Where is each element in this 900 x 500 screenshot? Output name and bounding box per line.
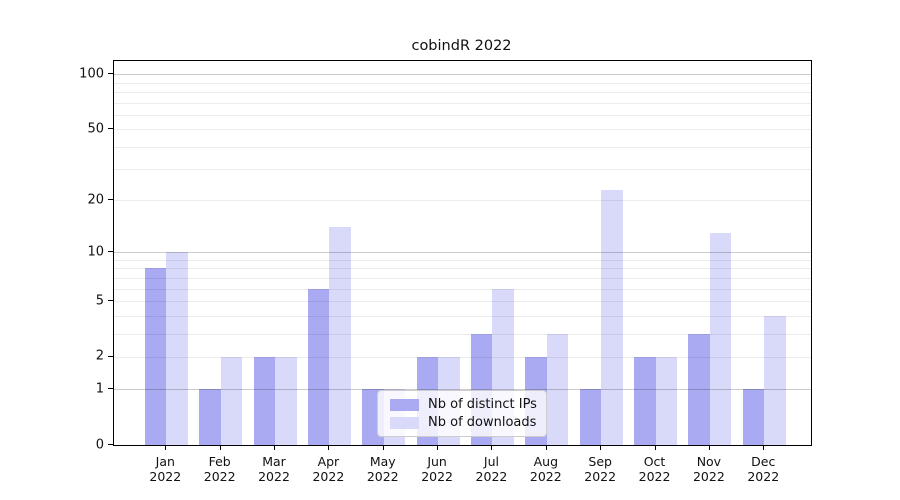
x-tick-label-dec: Dec 2022 (747, 454, 780, 484)
gridline-70 (114, 102, 811, 104)
bar-distinct-ips-oct (634, 356, 656, 445)
x-tick-mark-aug (545, 445, 547, 450)
x-tick-label-jun: Jun 2022 (421, 454, 453, 484)
bar-downloads-apr (329, 227, 351, 445)
bar-downloads-feb (220, 356, 243, 445)
gridline-7 (114, 277, 811, 279)
gridline-10 (114, 252, 811, 254)
x-tick-mark-apr (328, 445, 330, 450)
legend-swatch-distinct-ips (390, 398, 419, 411)
gridline-40 (114, 146, 811, 148)
x-tick-label-feb: Feb 2022 (203, 454, 236, 484)
bar-distinct-ips-jan (144, 268, 167, 445)
gridline-6 (114, 288, 811, 290)
y-tick-mark-2 (108, 355, 113, 357)
legend-item-downloads: Nb of downloads (378, 415, 546, 430)
gridline-5 (114, 301, 811, 303)
x-tick-label-oct: Oct 2022 (638, 454, 671, 484)
legend-swatch-downloads (390, 416, 419, 429)
x-tick-mark-may (382, 445, 384, 450)
plot-area (113, 60, 812, 446)
legend-label-distinct-ips: Nb of distinct IPs (428, 397, 537, 412)
chart-title: cobindR 2022 (411, 38, 512, 54)
gridline-90 (114, 82, 811, 84)
gridline-2 (114, 356, 811, 358)
y-tick-mark-50 (108, 128, 113, 130)
x-tick-mark-nov (708, 445, 710, 450)
legend-item-distinct-ips: Nb of distinct IPs (378, 397, 546, 412)
bar-distinct-ips-mar (253, 356, 276, 445)
y-tick-mark-20 (108, 199, 113, 201)
x-tick-label-mar: Mar 2022 (258, 454, 290, 484)
y-tick-mark-5 (108, 300, 113, 302)
bar-distinct-ips-nov (688, 333, 710, 445)
gridline-20 (114, 200, 811, 202)
x-tick-mark-mar (274, 445, 276, 450)
gridline-60 (114, 114, 811, 116)
gridline-9 (114, 260, 811, 261)
y-tick-label-1: 1 (95, 381, 104, 397)
x-tick-mark-dec (763, 445, 765, 450)
gridline-80 (114, 91, 811, 93)
bar-downloads-dec (764, 315, 786, 445)
y-tick-label-20: 20 (87, 192, 104, 208)
x-tick-label-apr: Apr 2022 (312, 454, 345, 484)
gridline-1 (114, 389, 811, 391)
gridline-3 (114, 333, 811, 335)
y-tick-mark-1 (108, 388, 113, 390)
bar-distinct-ips-sep (579, 389, 602, 445)
legend: Nb of distinct IPs Nb of downloads (377, 390, 547, 437)
y-tick-label-5: 5 (95, 293, 104, 309)
y-tick-mark-100 (108, 73, 113, 75)
x-tick-label-nov: Nov 2022 (692, 454, 725, 484)
bar-downloads-jan (166, 252, 188, 445)
y-tick-label-100: 100 (79, 66, 104, 82)
y-tick-mark-0 (108, 444, 113, 445)
bar-distinct-ips-feb (199, 389, 221, 445)
x-tick-mark-jan (165, 445, 167, 450)
x-tick-mark-sep (600, 445, 602, 450)
x-tick-label-aug: Aug 2022 (529, 454, 562, 484)
bar-downloads-sep (601, 189, 623, 445)
x-tick-label-jan: Jan 2022 (149, 454, 182, 484)
gridline-100 (114, 74, 811, 76)
gridline-50 (114, 129, 811, 131)
bar-distinct-ips-dec (742, 389, 765, 445)
y-tick-label-2: 2 (95, 348, 104, 364)
y-tick-label-10: 10 (87, 244, 104, 260)
x-tick-label-may: May 2022 (366, 454, 399, 484)
y-tick-label-0: 0 (95, 437, 104, 452)
legend-label-downloads: Nb of downloads (428, 415, 537, 430)
x-tick-mark-oct (654, 445, 656, 450)
x-tick-label-sep: Sep 2022 (584, 454, 617, 484)
y-tick-mark-10 (108, 251, 113, 253)
bar-distinct-ips-apr (307, 288, 330, 445)
gridline-30 (114, 169, 811, 171)
bar-downloads-mar (275, 356, 297, 445)
x-tick-label-jul: Jul 2022 (475, 454, 508, 484)
x-tick-mark-feb (219, 445, 221, 450)
bar-downloads-oct (655, 356, 678, 445)
gridline-4 (114, 315, 811, 317)
bar-downloads-nov (709, 232, 732, 445)
x-tick-mark-jul (491, 445, 493, 450)
bar-downloads-aug (546, 333, 569, 445)
gridline-8 (114, 268, 811, 270)
y-tick-label-50: 50 (87, 121, 104, 137)
x-tick-mark-jun (437, 445, 439, 450)
